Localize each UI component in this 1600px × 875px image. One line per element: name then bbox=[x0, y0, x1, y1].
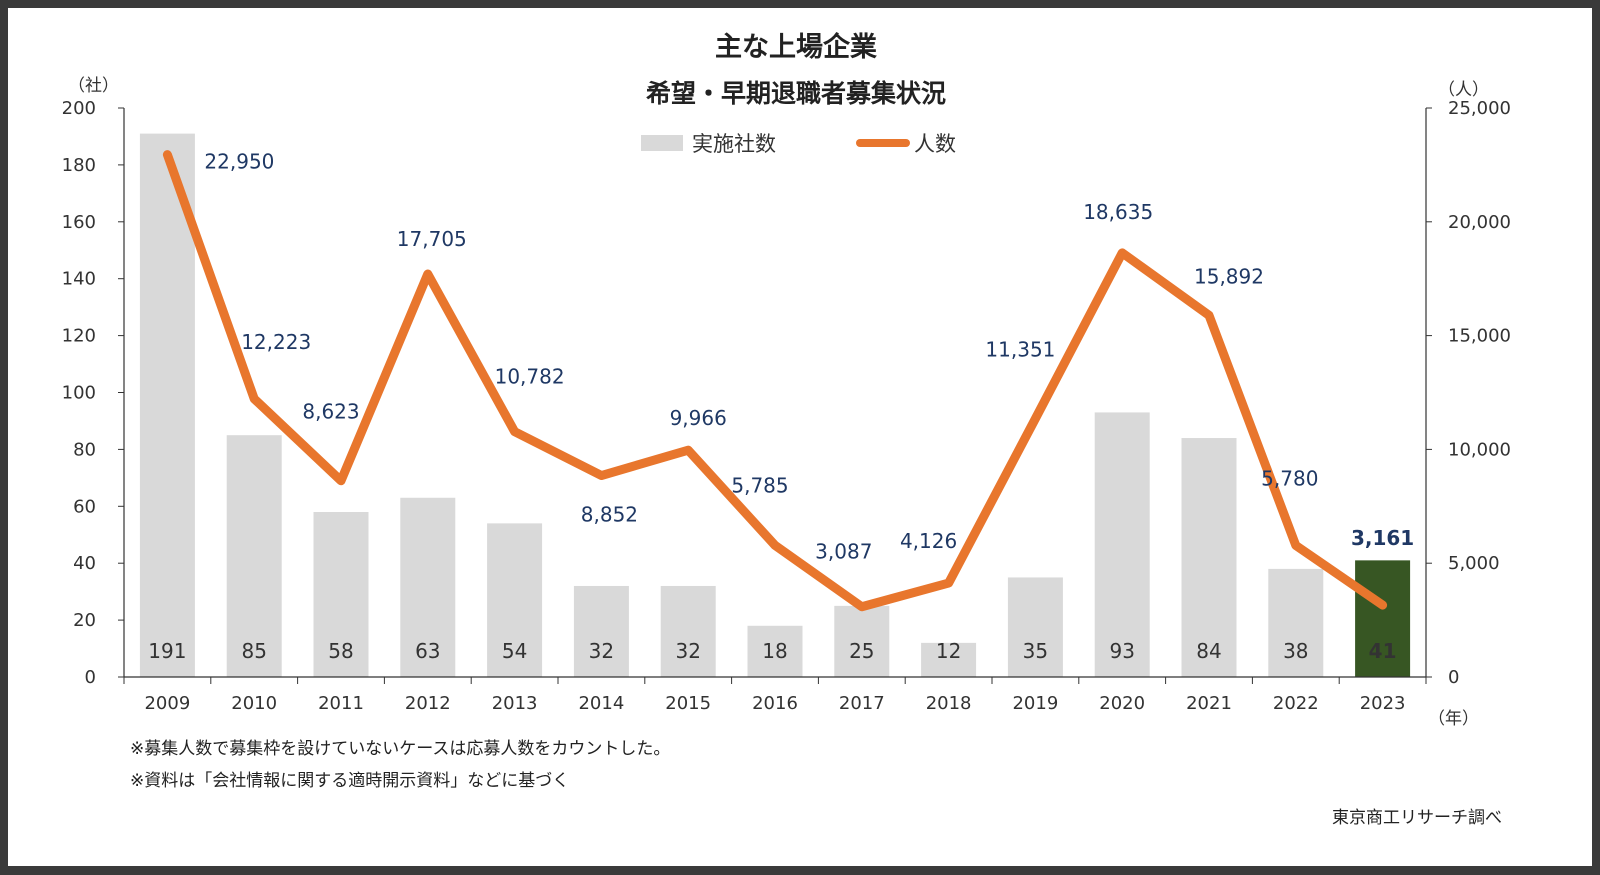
line-data-label: 3,161 bbox=[1351, 526, 1414, 550]
line-data-label: 12,223 bbox=[241, 330, 311, 354]
bar-label: 84 bbox=[1196, 639, 1221, 663]
bar-label: 191 bbox=[148, 639, 186, 663]
bar bbox=[313, 511, 369, 677]
source-label: 東京商工リサーチ調べ bbox=[1332, 808, 1502, 828]
bar-label: 85 bbox=[241, 639, 266, 663]
left-tick-label: 160 bbox=[62, 212, 96, 233]
line-group: 22,950 12,223 8,623 17,705 10,782 8,852 9,966 5… bbox=[162, 150, 1414, 612]
bars-group: 191 85 58 63 54 32 32 18 25 12 35 93 84 38 41 bbox=[139, 133, 1411, 678]
x-tick-label: 2011 bbox=[318, 693, 364, 714]
x-tick-label: 2014 bbox=[578, 693, 624, 714]
bar-label: 54 bbox=[502, 639, 527, 663]
left-tick-label: 180 bbox=[62, 155, 96, 176]
bar bbox=[1094, 412, 1150, 677]
bar bbox=[139, 133, 195, 678]
left-axis-unit: （社） bbox=[68, 76, 119, 96]
x-tick-label: 2013 bbox=[492, 693, 538, 714]
bar-label: 18 bbox=[762, 639, 787, 663]
bar-label: 58 bbox=[328, 639, 353, 663]
bar bbox=[573, 585, 629, 677]
right-tick-label: 0 bbox=[1448, 667, 1459, 688]
right-tick-label: 25,000 bbox=[1448, 98, 1511, 119]
left-tick-label: 120 bbox=[62, 326, 96, 347]
left-tick-label: 0 bbox=[85, 667, 96, 688]
bar-label: 32 bbox=[675, 639, 700, 663]
legend-bar-label: 実施社数 bbox=[692, 132, 776, 156]
bar bbox=[747, 625, 803, 677]
bar-label: 41 bbox=[1369, 639, 1397, 663]
right-tick-label: 20,000 bbox=[1448, 212, 1511, 233]
bar bbox=[660, 585, 716, 677]
bar bbox=[1181, 438, 1237, 677]
x-tick-label: 2015 bbox=[665, 693, 711, 714]
x-tick-label: 2012 bbox=[405, 693, 451, 714]
line-data-label: 17,705 bbox=[397, 227, 467, 251]
legend-bar-swatch bbox=[641, 135, 683, 151]
line-data-label: 18,635 bbox=[1083, 200, 1153, 224]
bar bbox=[226, 435, 282, 677]
note-2: ※資料は「会社情報に関する適時開示資料」などに基づく bbox=[130, 771, 569, 791]
chart-title-line2: 希望・早期退職者募集状況 bbox=[646, 79, 946, 108]
bar-label: 12 bbox=[936, 639, 961, 663]
axes-group: 0 20 40 60 80 100 120 140 160 180 200 0 5,000 10,000 1… bbox=[62, 98, 1511, 714]
x-tick-label: 2009 bbox=[144, 693, 190, 714]
right-tick-label: 15,000 bbox=[1448, 326, 1511, 347]
line-series-people bbox=[162, 150, 1388, 612]
bar-label: 25 bbox=[849, 639, 874, 663]
x-tick-label: 2021 bbox=[1186, 693, 1232, 714]
right-axis-unit: （人） bbox=[1438, 80, 1489, 100]
line-data-label: 3,087 bbox=[815, 540, 872, 564]
x-axis-unit: （年） bbox=[1428, 709, 1479, 729]
bar bbox=[487, 523, 543, 677]
left-tick-label: 140 bbox=[62, 269, 96, 290]
left-tick-label: 80 bbox=[73, 439, 96, 460]
x-tick-label: 2017 bbox=[839, 693, 885, 714]
bar-label: 38 bbox=[1283, 639, 1308, 663]
note-1: ※募集人数で募集枠を設けていないケースは応募人数をカウントした。 bbox=[130, 739, 670, 759]
left-tick-label: 40 bbox=[73, 553, 96, 574]
line-data-label: 9,966 bbox=[670, 406, 727, 430]
chart: 主な上場企業 希望・早期退職者募集状況 実施社数 人数 （社） （人） （年） … bbox=[62, 31, 1511, 828]
legend-line-label: 人数 bbox=[914, 132, 956, 156]
line-data-label: 8,623 bbox=[302, 400, 359, 424]
x-tick-label: 2018 bbox=[926, 693, 972, 714]
left-tick-label: 100 bbox=[62, 383, 96, 404]
left-tick-label: 200 bbox=[62, 98, 96, 119]
bar bbox=[1268, 568, 1324, 677]
left-tick-label: 20 bbox=[73, 610, 96, 631]
bar bbox=[1007, 577, 1063, 677]
bar bbox=[1355, 560, 1411, 677]
line-data-label: 15,892 bbox=[1194, 264, 1264, 288]
chart-frame: 主な上場企業 希望・早期退職者募集状況 実施社数 人数 （社） （人） （年） … bbox=[8, 8, 1592, 866]
line-data-label: 4,126 bbox=[900, 529, 957, 553]
x-tick-label: 2023 bbox=[1360, 693, 1406, 714]
x-tick-label: 2016 bbox=[752, 693, 798, 714]
line-data-label: 10,782 bbox=[495, 365, 565, 389]
left-tick-label: 60 bbox=[73, 496, 96, 517]
x-tick-label: 2022 bbox=[1273, 693, 1319, 714]
line-data-label: 22,950 bbox=[204, 150, 274, 174]
bar bbox=[834, 605, 890, 677]
bar bbox=[921, 642, 977, 677]
chart-title-line1: 主な上場企業 bbox=[715, 31, 877, 63]
bar-label: 63 bbox=[415, 639, 440, 663]
bar bbox=[400, 497, 456, 677]
x-tick-label: 2020 bbox=[1099, 693, 1145, 714]
x-tick-label: 2010 bbox=[231, 693, 277, 714]
right-tick-label: 10,000 bbox=[1448, 439, 1511, 460]
bar-label: 32 bbox=[589, 639, 614, 663]
line-data-label: 5,785 bbox=[731, 473, 788, 497]
x-tick-label: 2019 bbox=[1012, 693, 1058, 714]
line-data-label: 11,351 bbox=[985, 338, 1055, 362]
line-data-label: 8,852 bbox=[581, 503, 638, 527]
right-tick-label: 5,000 bbox=[1448, 553, 1500, 574]
bar-label: 35 bbox=[1023, 639, 1048, 663]
line-data-label: 5,780 bbox=[1261, 466, 1318, 490]
bar-label: 93 bbox=[1109, 639, 1134, 663]
